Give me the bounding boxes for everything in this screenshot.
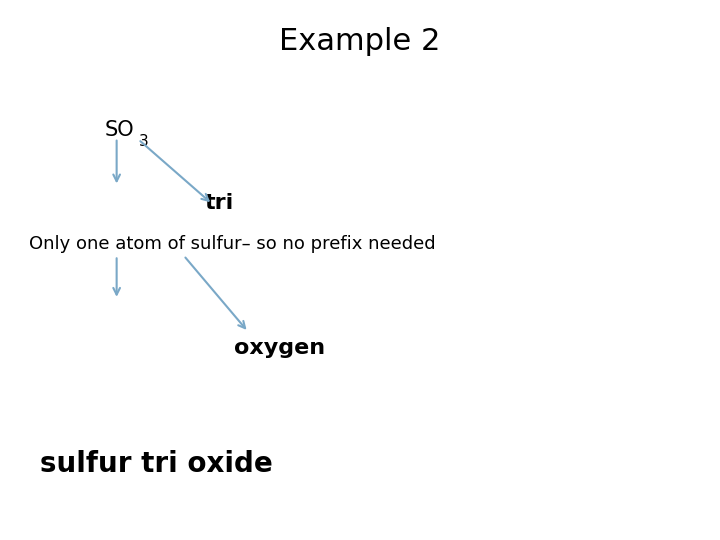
Text: SO: SO [104, 119, 134, 140]
Text: tri: tri [205, 193, 235, 213]
Text: Example 2: Example 2 [279, 27, 441, 56]
Text: Only one atom of sulfur– so no prefix needed: Only one atom of sulfur– so no prefix ne… [29, 235, 436, 253]
Text: oxygen: oxygen [234, 338, 325, 359]
Text: sulfur tri oxide: sulfur tri oxide [40, 450, 272, 478]
Text: 3: 3 [139, 134, 149, 149]
